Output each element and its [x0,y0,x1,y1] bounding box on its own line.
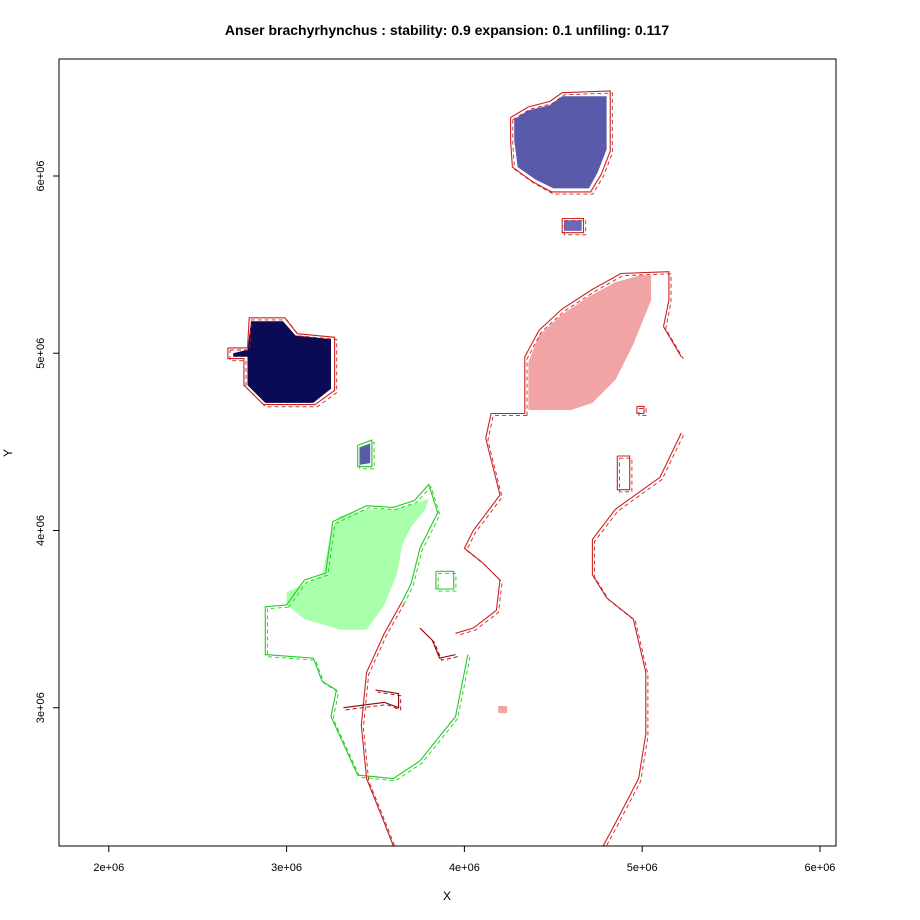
contour-dashed-stability-2 [563,220,587,236]
contour-expansion-6 [591,432,682,846]
contour-dashed-expansion-8 [638,408,647,417]
region-stability-2 [564,220,582,231]
contour-dashed-expansion-7 [618,457,633,493]
contour-dashed-expansion-5 [457,415,527,636]
y-tick-label-3: 6e+06 [35,161,47,192]
contour-dashed-unfilling-11 [437,572,457,592]
contour-stability-3 [357,439,373,468]
contour-unfilling-10 [286,483,439,606]
x-tick-label-3: 5e+06 [627,862,658,874]
region-expansion-5 [498,706,508,714]
region-expansion-4 [528,275,652,410]
contour-expansion-5 [455,412,525,634]
chart-title: Anser brachyrhynchus : stability: 0.9 ex… [225,22,669,38]
map-layers [227,90,684,846]
region-stability-3 [359,443,371,465]
contour-unfilling-11 [435,570,455,590]
contour-expansion-7 [616,455,631,491]
contour-stability-1 [510,90,611,193]
contour-stability-2 [561,217,585,234]
contour-dashed-unfilling-10 [288,485,441,608]
y-axis-label: Y [1,449,15,457]
y-tick-label-1: 4e+06 [35,515,47,546]
contour-unfilling-9 [264,604,469,780]
contour-dashed-stability-0 [229,319,338,408]
contour-dashed-expansion-14 [345,691,402,711]
y-tick-label-2: 5e+06 [35,338,47,369]
x-tick-label-4: 6e+06 [805,862,836,874]
region-stability-1 [514,96,607,189]
contour-dashed-stability-3 [359,441,375,470]
contour-stability-0 [227,317,336,406]
region-unfilling-6 [286,498,429,630]
x-axis: 2e+06 3e+06 4e+06 5e+06 6e+06 [93,846,835,874]
region-stability-0 [233,321,331,403]
contour-expansion-13 [419,627,456,659]
contour-expansion-12 [360,601,403,846]
x-tick-label-1: 3e+06 [271,862,302,874]
contour-dashed-expansion-12 [362,603,405,846]
y-axis: 3e+06 4e+06 5e+06 6e+06 [35,161,59,723]
x-tick-label-0: 2e+06 [93,862,124,874]
contour-dashed-stability-1 [512,92,613,195]
contour-expansion-14 [343,689,400,709]
x-axis-label: X [443,889,451,903]
contour-dashed-unfilling-9 [266,606,471,782]
contour-expansion-4 [524,271,682,414]
contour-expansion-8 [636,405,645,415]
y-tick-label-0: 3e+06 [35,692,47,723]
contour-dashed-expansion-6 [594,434,684,846]
plot-frame [58,58,837,847]
contour-dashed-expansion-13 [421,629,458,661]
contour-dashed-expansion-4 [526,273,684,416]
x-tick-label-2: 4e+06 [449,862,480,874]
